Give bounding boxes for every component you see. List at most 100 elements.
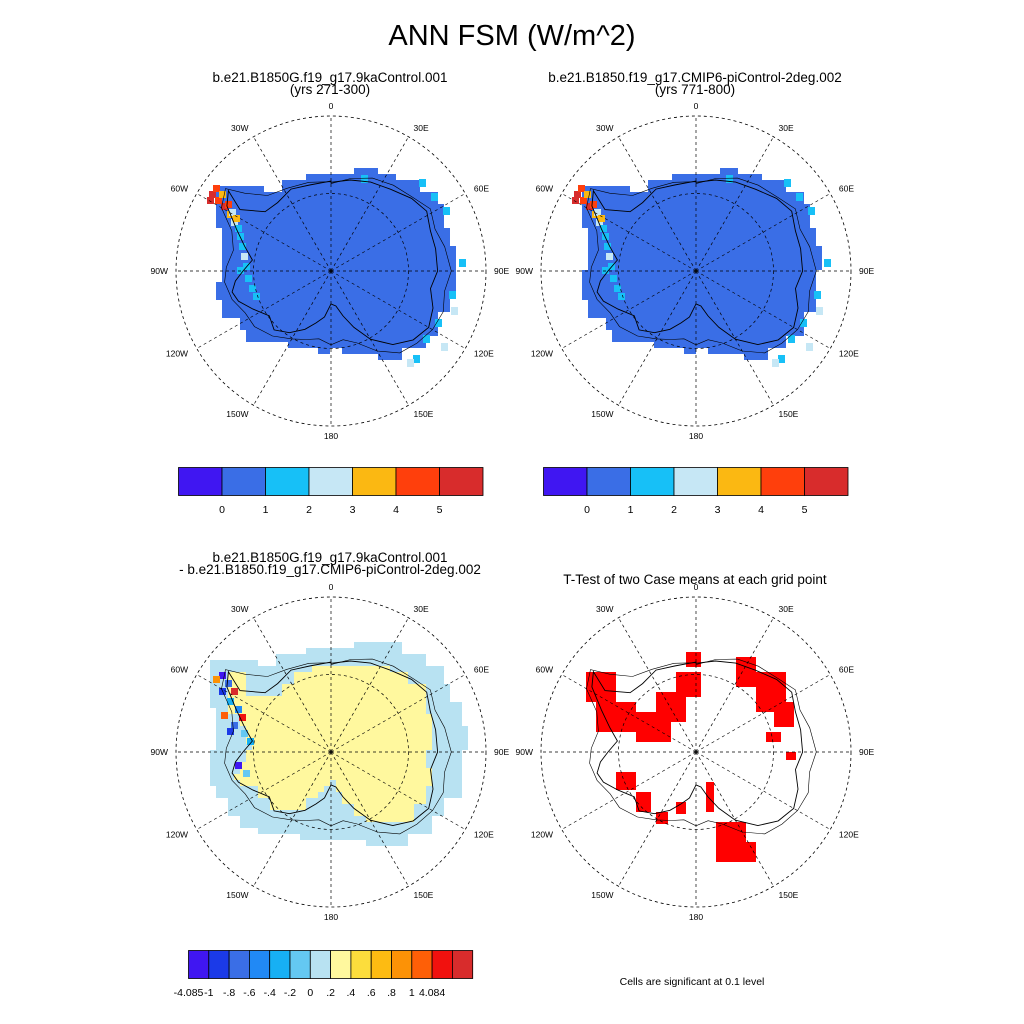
map-grid-2 bbox=[540, 115, 852, 427]
meridian-line bbox=[695, 270, 774, 406]
colorbar-cell bbox=[543, 467, 588, 496]
lon-label-60e: 60E bbox=[474, 665, 489, 675]
grid-cell bbox=[772, 359, 779, 367]
colorbar-tick-label: 4.084 bbox=[419, 987, 445, 999]
lon-label-180: 180 bbox=[689, 912, 703, 922]
colorbar-cell bbox=[188, 950, 210, 979]
grid-cell bbox=[606, 253, 613, 260]
colorbar-tick-label: -.2 bbox=[284, 987, 296, 999]
grid-cell bbox=[806, 343, 813, 351]
grid-cell bbox=[229, 209, 236, 216]
colorbar-cell bbox=[330, 950, 352, 979]
grid-cell bbox=[227, 698, 234, 705]
grid-cell bbox=[435, 319, 442, 327]
lon-label-150e: 150E bbox=[779, 890, 799, 900]
colorbar-tick-label: 0 bbox=[307, 987, 313, 999]
meridian-line bbox=[253, 270, 332, 406]
colorbar-cell bbox=[391, 950, 413, 979]
latitude-circle bbox=[253, 193, 409, 349]
grid-cell bbox=[572, 197, 579, 204]
colorbar-cell bbox=[439, 467, 484, 496]
lon-label-90e: 90E bbox=[859, 266, 874, 276]
lon-label-30e: 30E bbox=[414, 604, 429, 614]
grid-cell bbox=[618, 293, 625, 300]
lon-label-60w: 60W bbox=[536, 665, 553, 675]
lon-label-60e: 60E bbox=[474, 184, 489, 194]
lon-label-120w: 120W bbox=[166, 830, 188, 840]
meridian-line bbox=[330, 751, 409, 887]
panel-1-title-line1: b.e21.B1850G.f19_g17.9kaControl.001 bbox=[212, 70, 448, 85]
grid-cell bbox=[231, 688, 238, 695]
lon-label-120w: 120W bbox=[166, 349, 188, 359]
colorbar-cell bbox=[309, 950, 332, 979]
colorbar-cell bbox=[350, 950, 372, 979]
colorbar-tick-label: 2 bbox=[306, 504, 312, 516]
lon-label-120e: 120E bbox=[839, 830, 859, 840]
grid-cell bbox=[227, 728, 234, 735]
grid-cell bbox=[247, 738, 254, 745]
map-boundary-circle bbox=[175, 115, 487, 427]
meridian-line bbox=[561, 193, 697, 272]
grid-cell bbox=[241, 253, 248, 260]
lon-label-150e: 150E bbox=[779, 409, 799, 419]
grid-cell bbox=[796, 193, 803, 201]
grid-cell bbox=[207, 197, 214, 204]
significant-cell bbox=[736, 842, 756, 862]
panel-1-title-line2: (yrs 271-300) bbox=[289, 82, 371, 97]
lon-label-30e: 30E bbox=[779, 123, 794, 133]
grid-cell bbox=[231, 722, 238, 729]
ice-shelf-line bbox=[586, 177, 817, 354]
lon-label-120w: 120W bbox=[531, 830, 553, 840]
lon-label-60w: 60W bbox=[536, 184, 553, 194]
meridian-line bbox=[330, 270, 466, 349]
grid-cell bbox=[237, 267, 244, 274]
map-4-field bbox=[586, 652, 817, 862]
meridian-line bbox=[695, 193, 831, 272]
grid-cell bbox=[215, 197, 222, 204]
lon-label-60e: 60E bbox=[839, 665, 854, 675]
grid-cell bbox=[221, 712, 228, 719]
significant-cell bbox=[676, 672, 701, 697]
grid-cell bbox=[578, 185, 585, 192]
colorbar-tick-label: -.8 bbox=[223, 987, 235, 999]
lon-label-90w: 90W bbox=[516, 266, 533, 276]
lon-label-120e: 120E bbox=[474, 349, 494, 359]
colorbar-tick-label: -.4 bbox=[264, 987, 276, 999]
colorbar-tick-label: -1 bbox=[204, 987, 213, 999]
coastline bbox=[591, 660, 804, 827]
lon-label-90e: 90E bbox=[494, 747, 509, 757]
lon-label-60w: 60W bbox=[171, 665, 188, 675]
grid-cell bbox=[604, 243, 611, 250]
grid-cell bbox=[814, 291, 821, 299]
panel-2-title-line1: b.e21.B1850.f19_g17.CMIP6-piControl-2deg… bbox=[548, 70, 842, 85]
colorbar-tick-label: 5 bbox=[802, 504, 808, 516]
lon-label-30w: 30W bbox=[231, 123, 248, 133]
colorbar-cell bbox=[760, 467, 805, 496]
meridian-line bbox=[196, 270, 332, 349]
colorbar-cell bbox=[804, 467, 849, 496]
coastline bbox=[591, 179, 804, 346]
page-title: ANN FSM (W/m^2) bbox=[388, 20, 636, 52]
colorbar-svg: 0 1 2 3 4 5 bbox=[543, 467, 849, 516]
lon-label-90w: 90W bbox=[516, 747, 533, 757]
grid-cell bbox=[241, 730, 248, 737]
ttest-note: Cells are significant at 0.1 level bbox=[619, 976, 765, 988]
panel-4-title: T-Test of two Case means at each grid po… bbox=[495, 573, 895, 587]
colorbar-cell bbox=[673, 467, 718, 496]
colorbar-tick-label: 3 bbox=[350, 504, 356, 516]
grid-cell bbox=[596, 219, 603, 226]
ice-shelf-line bbox=[221, 177, 452, 354]
grid-cell bbox=[423, 335, 430, 343]
lon-label-60w: 60W bbox=[171, 184, 188, 194]
map-grid-3 bbox=[175, 596, 487, 908]
colorbar-cell bbox=[249, 950, 271, 979]
latitude-circle bbox=[253, 674, 409, 830]
lon-label-150w: 150W bbox=[591, 409, 613, 419]
significant-cell bbox=[616, 772, 636, 790]
colorbar-cell bbox=[395, 467, 440, 496]
colorbar-cell bbox=[289, 950, 311, 979]
meridian-line bbox=[695, 751, 831, 830]
significant-cell bbox=[786, 752, 796, 760]
colorbar-tick-label: -.6 bbox=[243, 987, 255, 999]
